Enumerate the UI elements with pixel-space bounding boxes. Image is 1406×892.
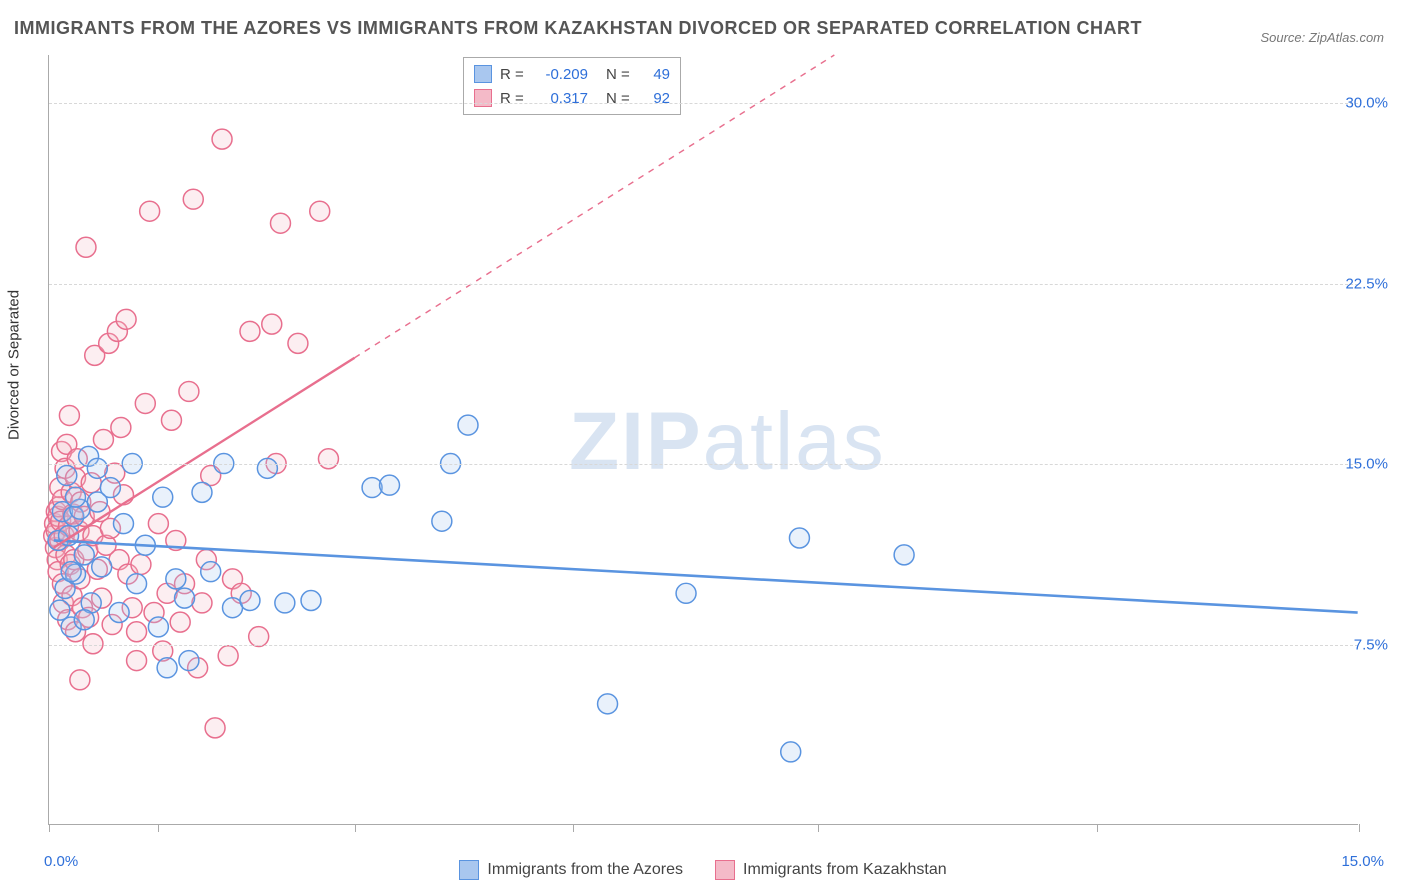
y-axis-label: Divorced or Separated [6,290,23,440]
data-point [166,569,186,589]
data-point [781,742,801,762]
data-point [66,487,86,507]
data-point [153,487,173,507]
data-point [458,415,478,435]
data-point [192,482,212,502]
chart-svg [49,55,1358,824]
data-point [240,591,260,611]
grid-line [49,284,1358,285]
chart-plot-area: ZIPatlas R = -0.209 N = 49 R = 0.317 N =… [48,55,1358,825]
x-tick [818,824,819,832]
legend-item-azores: Immigrants from the Azores [459,860,683,880]
data-point [789,528,809,548]
data-point [157,658,177,678]
data-point [131,554,151,574]
data-point [257,458,277,478]
data-point [275,593,295,613]
data-point [310,201,330,221]
r-label: R = [500,66,528,83]
data-point [175,588,195,608]
legend-label-kazakhstan: Immigrants from Kazakhstan [743,861,947,879]
data-point [240,321,260,341]
data-point [100,478,120,498]
x-tick-0: 0.0% [44,853,78,870]
x-tick [49,824,50,832]
data-point [111,417,131,437]
legend-swatch-azores [459,860,479,880]
data-point [61,562,81,582]
data-point [148,617,168,637]
data-point [270,213,290,233]
data-point [50,600,70,620]
data-point [109,603,129,623]
swatch-kazakhstan [474,89,492,107]
legend-item-kazakhstan: Immigrants from Kazakhstan [715,860,947,880]
data-point [318,449,338,469]
data-point [218,646,238,666]
x-tick [158,824,159,832]
stats-row-kazakhstan: R = 0.317 N = 92 [474,86,670,110]
data-point [127,574,147,594]
data-point [127,622,147,642]
data-point [179,651,199,671]
stats-row-azores: R = -0.209 N = 49 [474,62,670,86]
x-tick [573,824,574,832]
grid-line [49,103,1358,104]
data-point [201,562,221,582]
legend-swatch-kazakhstan [715,860,735,880]
data-point [92,557,112,577]
data-point [127,651,147,671]
data-point [288,333,308,353]
stats-legend: R = -0.209 N = 49 R = 0.317 N = 92 [463,57,681,115]
data-point [87,458,107,478]
x-tick [1097,824,1098,832]
n-value-azores: 49 [642,66,670,83]
data-point [114,514,134,534]
data-point [380,475,400,495]
bottom-legend: Immigrants from the Azores Immigrants fr… [0,860,1406,880]
data-point [148,514,168,534]
data-point [179,381,199,401]
data-point [57,466,77,486]
data-point [205,718,225,738]
data-point [262,314,282,334]
legend-label-azores: Immigrants from the Azores [487,861,683,879]
data-point [212,129,232,149]
y-tick-label: 15.0% [1345,456,1388,473]
data-point [170,612,190,632]
regression-line [54,358,355,548]
data-point [70,670,90,690]
y-tick-label: 30.0% [1345,95,1388,112]
data-point [598,694,618,714]
n-label: N = [606,66,634,83]
x-tick [355,824,356,832]
data-point [894,545,914,565]
grid-line [49,464,1358,465]
grid-line [49,645,1358,646]
r-value-azores: -0.209 [536,66,588,83]
y-tick-label: 7.5% [1354,636,1388,653]
data-point [116,309,136,329]
data-point [135,393,155,413]
y-tick-label: 22.5% [1345,275,1388,292]
x-tick [1359,824,1360,832]
data-point [301,591,321,611]
data-point [93,430,113,450]
data-point [59,405,79,425]
data-point [676,583,696,603]
data-point [76,237,96,257]
data-point [74,610,94,630]
chart-title: IMMIGRANTS FROM THE AZORES VS IMMIGRANTS… [14,18,1142,39]
data-point [74,545,94,565]
source-label: Source: ZipAtlas.com [1260,30,1384,45]
data-point [161,410,181,430]
data-point [140,201,160,221]
x-tick-15: 15.0% [1341,853,1384,870]
data-point [183,189,203,209]
swatch-azores [474,65,492,83]
data-point [432,511,452,531]
